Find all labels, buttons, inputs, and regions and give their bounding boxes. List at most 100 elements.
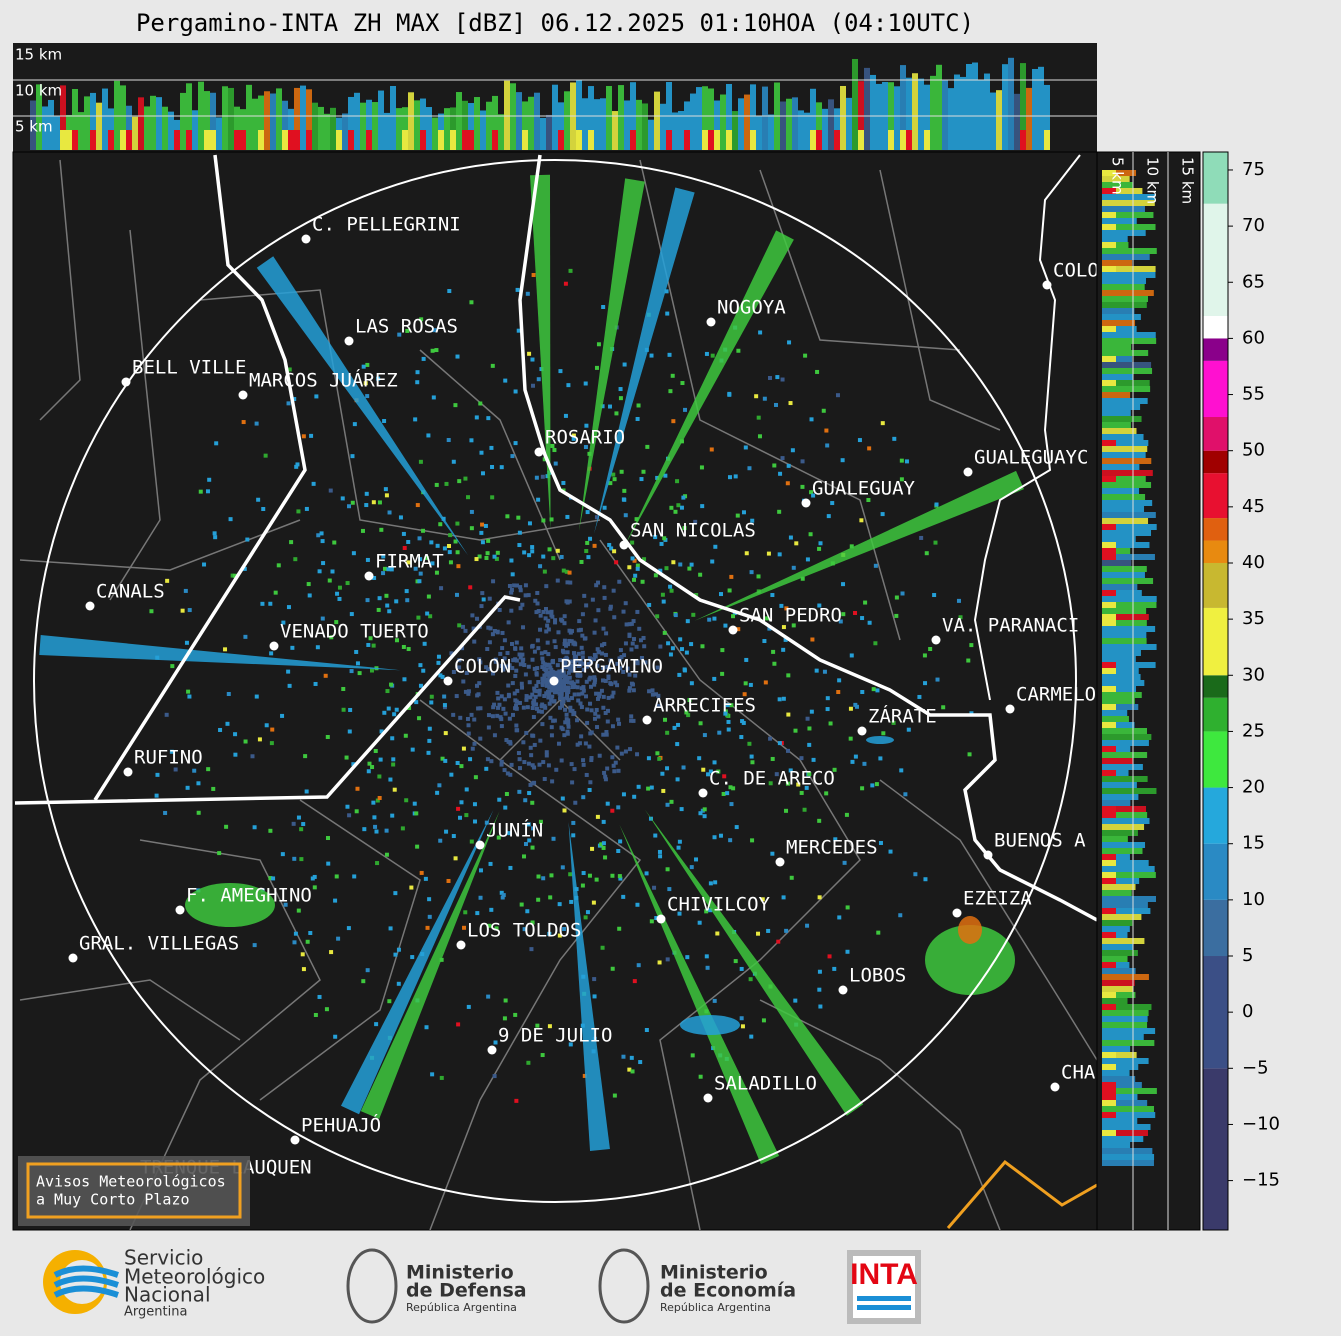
echo-pixel [269,651,274,656]
section-column [294,87,300,150]
echo-pixel [523,798,528,803]
echo-pixel [585,707,590,712]
section-row [1102,1088,1157,1094]
echo-pixel [466,1004,471,1009]
echo-pixel [848,706,853,711]
echo-pixel [372,575,377,580]
echo-pixel [668,584,673,589]
section-core [1102,722,1116,728]
section-core [576,130,582,150]
rivers [14,154,1097,922]
logo-text: Ministerio [406,1262,514,1284]
echo-pixel [571,820,576,825]
section-column [684,101,690,150]
echo-pixel [631,637,636,642]
echo-pixel [381,554,386,559]
echo-pixel [535,1023,540,1028]
section-row [1102,890,1132,896]
echo-pixel [543,650,548,655]
echo-pixel [538,564,543,569]
warning-panel[interactable] [18,1156,250,1226]
echo-pixel [580,691,585,696]
echo-pixel [294,464,299,469]
city-label: COLO [1053,260,1099,282]
echo-pixel [687,698,692,703]
city-dot [475,840,485,850]
section-column [738,98,744,150]
echo-pixel [293,557,298,562]
echo-pixel [474,415,479,420]
echo-pixel [694,592,699,597]
echo-pixel [211,786,216,791]
section-row [1102,920,1133,926]
echo-pixel [681,495,686,500]
echo-pixel [510,641,515,646]
echo-pixel [413,417,418,422]
echo-pixel [684,710,689,715]
echo-pixel [334,620,339,625]
echo-pixel [394,707,399,712]
echo-pixel [470,746,475,751]
echo-pixel [723,623,728,628]
section-core [234,130,240,150]
echo-pixel [532,686,537,691]
echo-pixel [588,536,593,541]
echo-pixel [319,531,324,536]
city-label: 9 DE JULIO [498,1025,612,1047]
echo-pixel [837,678,842,683]
section-row [1102,638,1147,644]
echo-pixel [484,820,489,825]
section-row [1102,524,1157,530]
section-column [840,85,846,150]
echo-pixel [509,762,514,767]
echo-pixel [655,475,660,480]
section-column [948,88,954,150]
echo-pixel [704,351,709,356]
echo-pixel [257,737,262,742]
echo-pixel [657,849,662,854]
echo-pixel [712,616,717,621]
echo-pixel [290,645,295,650]
echo-pixel [394,638,399,643]
echo-pixel [784,808,789,813]
echo-pixel [567,664,572,669]
city-label: RUFINO [134,747,203,769]
echo-pixel [417,716,422,721]
echo-pixel [804,785,809,790]
echo-pixel [566,721,571,726]
section-column [132,116,138,150]
echo-pixel [535,666,540,671]
echo-pixel [513,673,518,678]
echo-cell [185,883,275,927]
echo-pixel [556,630,561,635]
section-core [240,130,246,150]
section-column [84,96,90,150]
echo-pixel [527,553,532,558]
echo-pixel [430,348,435,353]
echo-pixel [485,551,490,556]
echo-pixel [686,713,691,718]
section-column [918,78,924,150]
echo-pixel [544,753,549,758]
echo-pixel [604,732,609,737]
echo-pixel [545,610,550,615]
section-row [1102,434,1144,440]
echo-pixel [497,702,502,707]
echo-pixel [349,612,354,617]
echo-pixel [866,498,871,503]
echo-pixel [436,660,441,665]
city-label: EZEIZA [963,888,1032,910]
echo-pixel [486,538,491,543]
echo-pixel [763,680,768,685]
echo-pixel [457,479,462,484]
echo-pixel [713,880,718,885]
echo-pixel [572,654,577,659]
echo-pixel [781,625,786,630]
echo-pixel [540,702,545,707]
echo-pixel [880,512,885,517]
echo-pixel [570,680,575,685]
echo-pixel [559,758,564,763]
section-row [1102,680,1145,686]
echo-pixel [933,540,938,545]
echo-pixel [576,698,581,703]
